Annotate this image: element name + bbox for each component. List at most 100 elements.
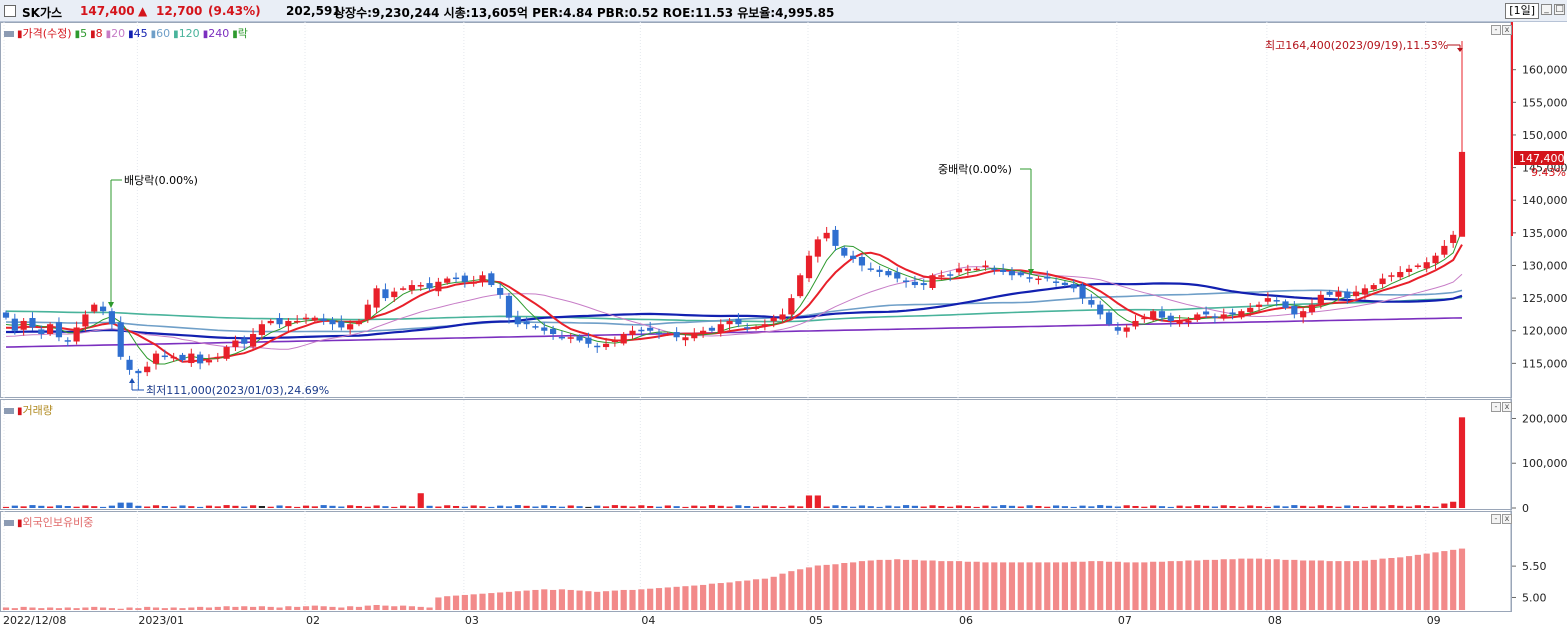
candle-body (179, 354, 186, 361)
candle-body (188, 353, 195, 364)
legend-item[interactable]: ▮240 (202, 27, 230, 40)
panel-minimize-icon[interactable]: - (1491, 25, 1501, 35)
period-selector[interactable]: [1일] (1505, 3, 1539, 19)
panel-handle-icon[interactable] (4, 408, 14, 414)
panel-handle-icon[interactable] (4, 520, 14, 526)
candle-body (1194, 314, 1201, 320)
foreign-ratio-bar (594, 591, 601, 610)
volume-bar (1458, 417, 1466, 508)
candle-body (929, 275, 936, 288)
stock-stats: 상장수:9,230,244 시총:13,605억 PER:4.84 PBR:0.… (334, 6, 835, 20)
volume-bar (805, 495, 813, 508)
volume-bar (1432, 506, 1439, 508)
foreign-ratio-bar (514, 591, 521, 610)
legend-item[interactable]: ▮20 (105, 27, 126, 40)
volume-tick-label: 0 (1522, 502, 1529, 515)
candle-body (11, 318, 18, 331)
candle-body (1458, 151, 1466, 237)
chart-area[interactable]: 115,000 120,000 125,000 130,000 135,000 140,0… (0, 22, 1567, 630)
foreign-ratio-bar (779, 573, 786, 610)
x-axis-label: 2023/01 (138, 614, 184, 627)
foreign-ratio-bar (355, 606, 363, 610)
candle-body (779, 314, 786, 320)
price-panel-frame (0, 22, 1512, 398)
volume-bar (523, 505, 530, 508)
legend-item[interactable]: ▮가격(수정) (17, 27, 72, 40)
foreign-ratio-bar (876, 559, 883, 610)
candle-body (1441, 245, 1448, 255)
legend-item[interactable]: ▮8 (90, 27, 103, 40)
volume-bar (267, 506, 274, 508)
volume-bar (444, 505, 451, 508)
volume-bar (938, 505, 945, 508)
foreign-ratio-bar (1052, 562, 1060, 610)
candle-body (611, 340, 618, 343)
foreign-ratio-bar (461, 594, 468, 610)
foreign-ratio-bar (1450, 549, 1457, 610)
candle-body (29, 318, 36, 328)
candle-body (1203, 311, 1210, 315)
foreign-ratio-bar (1308, 560, 1316, 610)
volume-bar (38, 505, 45, 508)
candle-body (55, 322, 63, 338)
candle-body (1308, 304, 1316, 313)
select-checkbox[interactable] (4, 5, 16, 17)
candle-body (444, 278, 451, 283)
legend-item[interactable]: ▮5 (74, 27, 88, 40)
legend-item[interactable]: ▮45 (128, 27, 148, 40)
legend-item[interactable]: ▮락 (232, 27, 248, 40)
panel-close-icon[interactable]: x (1502, 25, 1512, 35)
foreign-ratio-bar (1344, 561, 1351, 610)
volume-bar (594, 505, 601, 508)
candle-body (1123, 327, 1130, 332)
legend-item[interactable]: ▮120 (173, 27, 200, 40)
panel-close-icon[interactable]: x (1502, 514, 1512, 524)
volume-bar (1414, 505, 1421, 508)
candle-body (249, 334, 257, 347)
volume-bar (426, 505, 433, 508)
foreign-ratio-bar (170, 607, 177, 610)
volume-bar (585, 506, 592, 508)
volume-bar (144, 506, 151, 508)
volume-bar (964, 506, 971, 508)
candle-body (1070, 284, 1077, 289)
foreign-ratio-bar (841, 563, 848, 610)
volume-bar (1123, 505, 1130, 508)
maximize-icon[interactable]: □ (1554, 4, 1565, 15)
volume-bar (1158, 506, 1166, 508)
foreign-ratio-bar (1317, 560, 1324, 610)
foreign-ratio-bar (920, 560, 927, 610)
volume-bar (311, 506, 318, 508)
foreign-ratio-bar (735, 581, 742, 610)
foreign-ratio-bar (558, 589, 566, 610)
foreign-ratio-bar (1379, 558, 1386, 610)
volume-bar (532, 506, 539, 508)
volume-bar (832, 505, 839, 508)
minimize-icon[interactable]: _ (1541, 4, 1552, 15)
volume-bar (373, 505, 380, 508)
volume-bar (629, 506, 636, 508)
candle-body (700, 330, 707, 334)
volume-bar (241, 506, 248, 508)
volume-bar (470, 505, 477, 508)
foreign-ratio-bar (1194, 560, 1201, 610)
candle-body (505, 295, 513, 318)
foreign-ratio-bar (47, 607, 54, 610)
volume-bar (179, 505, 186, 508)
candle-body (1344, 291, 1351, 299)
candle-body (532, 326, 539, 328)
panel-handle-icon[interactable] (4, 31, 14, 37)
candle-body (1255, 304, 1263, 307)
legend-item[interactable]: ▮60 (150, 27, 171, 40)
panel-minimize-icon[interactable]: - (1491, 514, 1501, 524)
panel-minimize-icon[interactable]: - (1491, 402, 1501, 412)
volume-bar (1000, 505, 1007, 508)
foreign-ratio-bar (1238, 558, 1245, 610)
candle-body (1176, 320, 1183, 324)
foreign-ratio-bar (788, 571, 795, 610)
foreign-ratio-bar (982, 562, 989, 610)
volume-bar (1026, 505, 1033, 508)
volume-bar (858, 505, 866, 508)
candle-body (1141, 317, 1148, 320)
panel-close-icon[interactable]: x (1502, 402, 1512, 412)
